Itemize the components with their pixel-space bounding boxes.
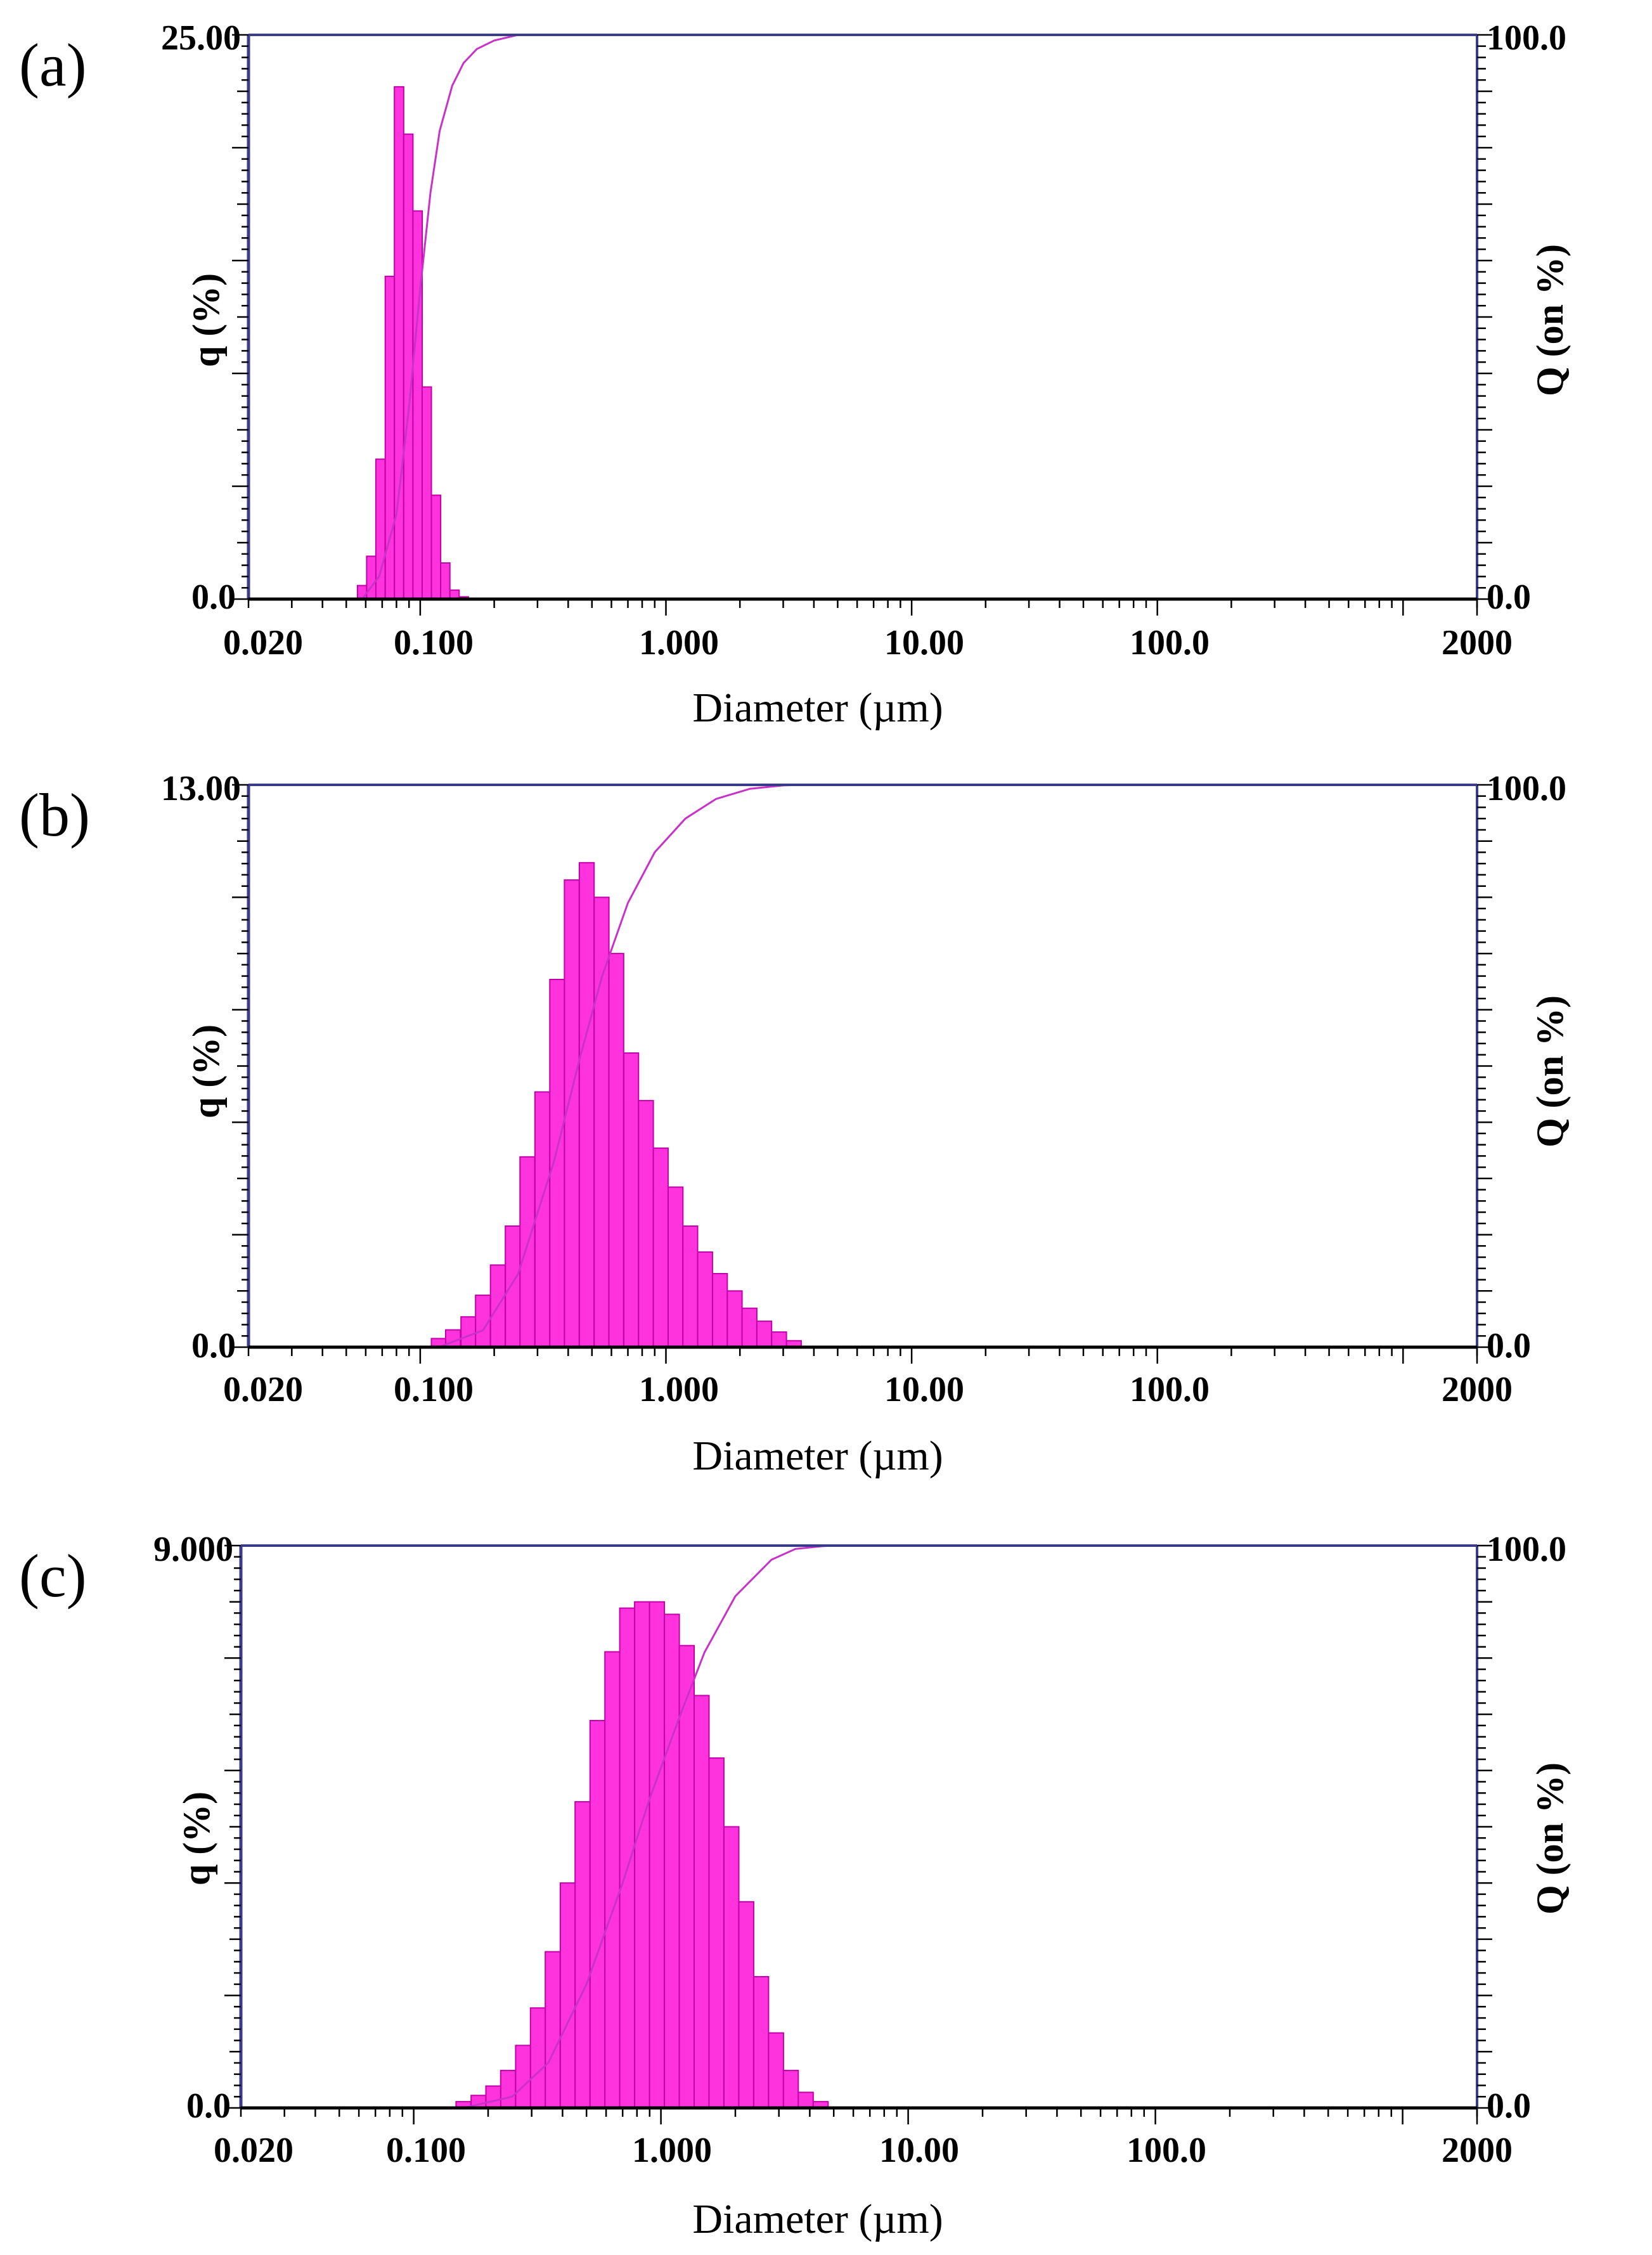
panel-a-y2max-label: 100.0 (1487, 18, 1566, 58)
panel-c-bar-18 (723, 1826, 740, 2109)
panel-a-ylabel: q (%) (185, 273, 227, 367)
panel-c-bar-6 (545, 1951, 561, 2109)
panel-b-bar-23 (771, 1331, 787, 1348)
panel-b-y2min-label: 0.0 (1487, 1326, 1531, 1366)
panel-b-xtick-3: 10.00 (884, 1370, 964, 1409)
panel-c-xtick-4: 100.0 (1126, 2131, 1206, 2170)
panel-b-bar-16 (668, 1186, 684, 1348)
panel-b-xtick-1: 0.100 (394, 1370, 474, 1409)
panel-c-bar-12 (634, 1601, 650, 2109)
panel-b-bar-15 (652, 1147, 669, 1348)
panel-b-bar-6 (519, 1156, 536, 1348)
panel-c-xtick-0: 0.020 (214, 2131, 294, 2170)
panel-c-ymin-label: 0.0 (186, 2086, 231, 2126)
panel-c-xtick-1: 0.100 (386, 2131, 466, 2170)
panel-b-bar-7 (534, 1091, 551, 1348)
panel-b-bar-18 (697, 1251, 713, 1348)
panel-b-bar-22 (756, 1321, 773, 1348)
panel-c-ymax-label: 9.000 (153, 1530, 233, 1569)
panel-b-bar-17 (682, 1225, 699, 1348)
panel-b-bar-14 (638, 1100, 654, 1348)
panel-c-bar-9 (589, 1720, 606, 2109)
panel-c-bar-4 (515, 2045, 531, 2109)
panel-c-letter: (c) (19, 1542, 87, 1610)
panel-c-bar-14 (664, 1613, 680, 2109)
panel-a-y2min-label: 0.0 (1487, 578, 1531, 617)
panel-c-bar-7 (559, 1882, 576, 2109)
panel-a-y2label: Q (on %) (1529, 244, 1571, 396)
panel-c-bar-5 (529, 2007, 546, 2109)
panel-a-xtick-5: 2000 (1442, 623, 1513, 662)
panel-b-xtick-2: 1.000 (639, 1370, 719, 1409)
panel-b-bar-2 (460, 1316, 477, 1348)
panel-b-xtick-4: 100.0 (1130, 1370, 1210, 1409)
panel-b-letter: (b) (19, 781, 90, 849)
panel-a-bar-4 (394, 86, 404, 600)
panel-b-y2label: Q (on %) (1529, 995, 1571, 1147)
panel-b: (b) 13.00 0.0 100.0 0.0 0.020 0.100 1.00… (19, 769, 1571, 1479)
panel-b-xlabel: Diameter (µm) (692, 1433, 943, 1479)
panel-c-bar-23 (797, 2091, 814, 2109)
panel-a-ymin-label: 0.0 (191, 578, 236, 617)
panel-b-bar-12 (608, 953, 624, 1348)
panel-a-bar-7 (421, 386, 432, 600)
panel-b-bar-21 (741, 1307, 758, 1348)
panel-a: (a) 25.00 0.0 100.0 0.0 0.020 0.100 1.00… (19, 18, 1571, 731)
panel-a-ymax-label: 25.00 (161, 18, 241, 58)
panel-a-xtick-0: 0.020 (223, 623, 303, 662)
panel-c-bar-11 (619, 1607, 636, 2109)
panel-a-plot (232, 34, 1492, 616)
panel-c-plot (224, 1544, 1492, 2124)
panel-a-bar-0 (356, 585, 368, 600)
panel-b-bar-13 (623, 1052, 640, 1348)
panel-b-plot (232, 784, 1492, 1364)
panel-c-ylabel: q (%) (176, 1792, 217, 1885)
panel-a-bar-5 (403, 133, 414, 600)
panel-b-bar-20 (726, 1290, 743, 1348)
panel-b-bar-19 (712, 1273, 728, 1348)
panel-c-xlabel: Diameter (µm) (692, 2196, 943, 2242)
panel-c-bar-17 (708, 1757, 725, 2109)
panel-c-xtick-5: 2000 (1442, 2131, 1513, 2170)
panel-c-y2min-label: 0.0 (1487, 2086, 1531, 2126)
panel-c-bar-16 (694, 1695, 710, 2109)
panel-b-ymax-label: 13.00 (161, 769, 241, 808)
panel-b-xtick-0: 0.020 (223, 1370, 303, 1409)
panel-c-bar-13 (649, 1601, 666, 2109)
panel-a-bar-8 (430, 494, 442, 600)
panel-a-letter: (a) (19, 31, 87, 99)
panel-c-bar-2 (485, 2085, 501, 2109)
panel-c: (c) 9.000 0.0 100.0 0.0 0.020 0.100 1.00… (19, 1530, 1571, 2242)
panel-a-bar-9 (440, 562, 451, 600)
panel-c-xtick-2: 1.000 (632, 2131, 712, 2170)
panel-c-bar-15 (678, 1644, 695, 2109)
panel-c-bar-3 (500, 2069, 517, 2109)
panel-c-y2max-label: 100.0 (1487, 1530, 1566, 1569)
panel-c-bar-10 (604, 1651, 621, 2109)
panel-a-xtick-2: 1.000 (639, 623, 719, 662)
panel-c-xtick-3: 10.00 (879, 2131, 959, 2170)
panel-b-bar-5 (505, 1225, 521, 1348)
panel-c-bar-22 (782, 2069, 799, 2109)
panel-b-xtick-5: 2000 (1442, 1370, 1513, 1409)
panel-a-xtick-1: 0.100 (394, 623, 474, 662)
panel-a-xtick-3: 10.00 (884, 623, 964, 662)
panel-a-xtick-4: 100.0 (1130, 623, 1210, 662)
panel-a-bar-6 (412, 210, 423, 600)
panel-c-y2label: Q (on %) (1529, 1762, 1571, 1915)
panel-a-xlabel: Diameter (µm) (692, 685, 943, 731)
panel-b-ylabel: q (%) (185, 1024, 227, 1118)
panel-a-cumulative-line (361, 34, 1477, 600)
panel-b-ymin-label: 0.0 (191, 1326, 236, 1366)
panel-c-bar-19 (738, 1901, 754, 2109)
panel-c-bar-21 (768, 2032, 784, 2109)
panel-c-bar-20 (752, 1976, 770, 2109)
panel-b-bar-10 (578, 862, 595, 1348)
panel-c-bar-8 (574, 1801, 591, 2109)
panel-b-y2max-label: 100.0 (1487, 769, 1566, 808)
panel-b-bar-8 (549, 979, 565, 1348)
